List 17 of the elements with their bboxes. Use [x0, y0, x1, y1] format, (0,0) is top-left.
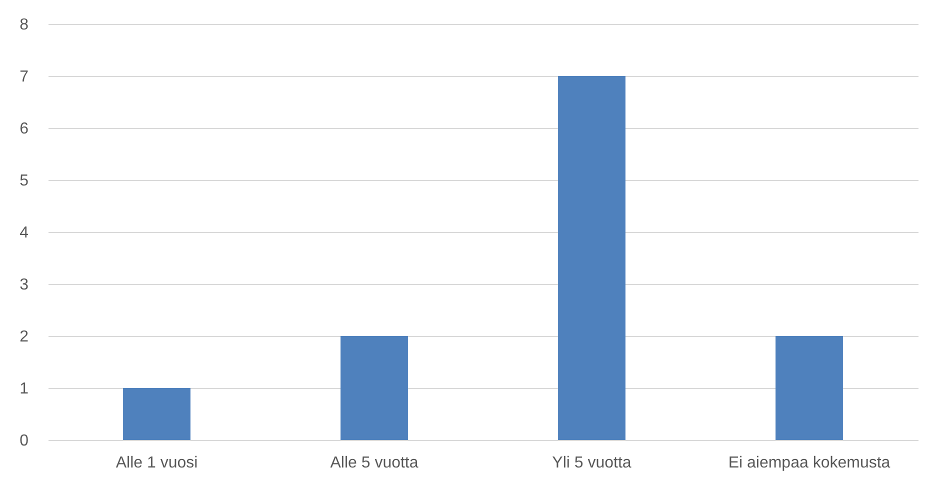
y-tick-label: 1	[20, 380, 29, 398]
x-tick-label: Alle 1 vuosi	[116, 454, 198, 472]
bar	[776, 336, 843, 440]
x-tick-label: Yli 5 vuotta	[552, 454, 632, 472]
y-tick-label: 4	[20, 224, 29, 242]
bar	[558, 76, 626, 440]
y-tick-label: 2	[20, 328, 29, 346]
y-tick-label: 5	[20, 172, 29, 190]
y-tick-label: 3	[20, 276, 29, 294]
x-tick-label: Alle 5 vuotta	[330, 454, 418, 472]
bar	[340, 336, 408, 440]
x-tick-label: Ei aiempaa kokemusta	[728, 454, 890, 472]
y-tick-label: 7	[20, 68, 29, 86]
y-tick-label: 0	[20, 432, 29, 450]
y-tick-label: 8	[20, 16, 29, 34]
bar	[123, 388, 190, 440]
y-tick-label: 6	[20, 120, 29, 138]
